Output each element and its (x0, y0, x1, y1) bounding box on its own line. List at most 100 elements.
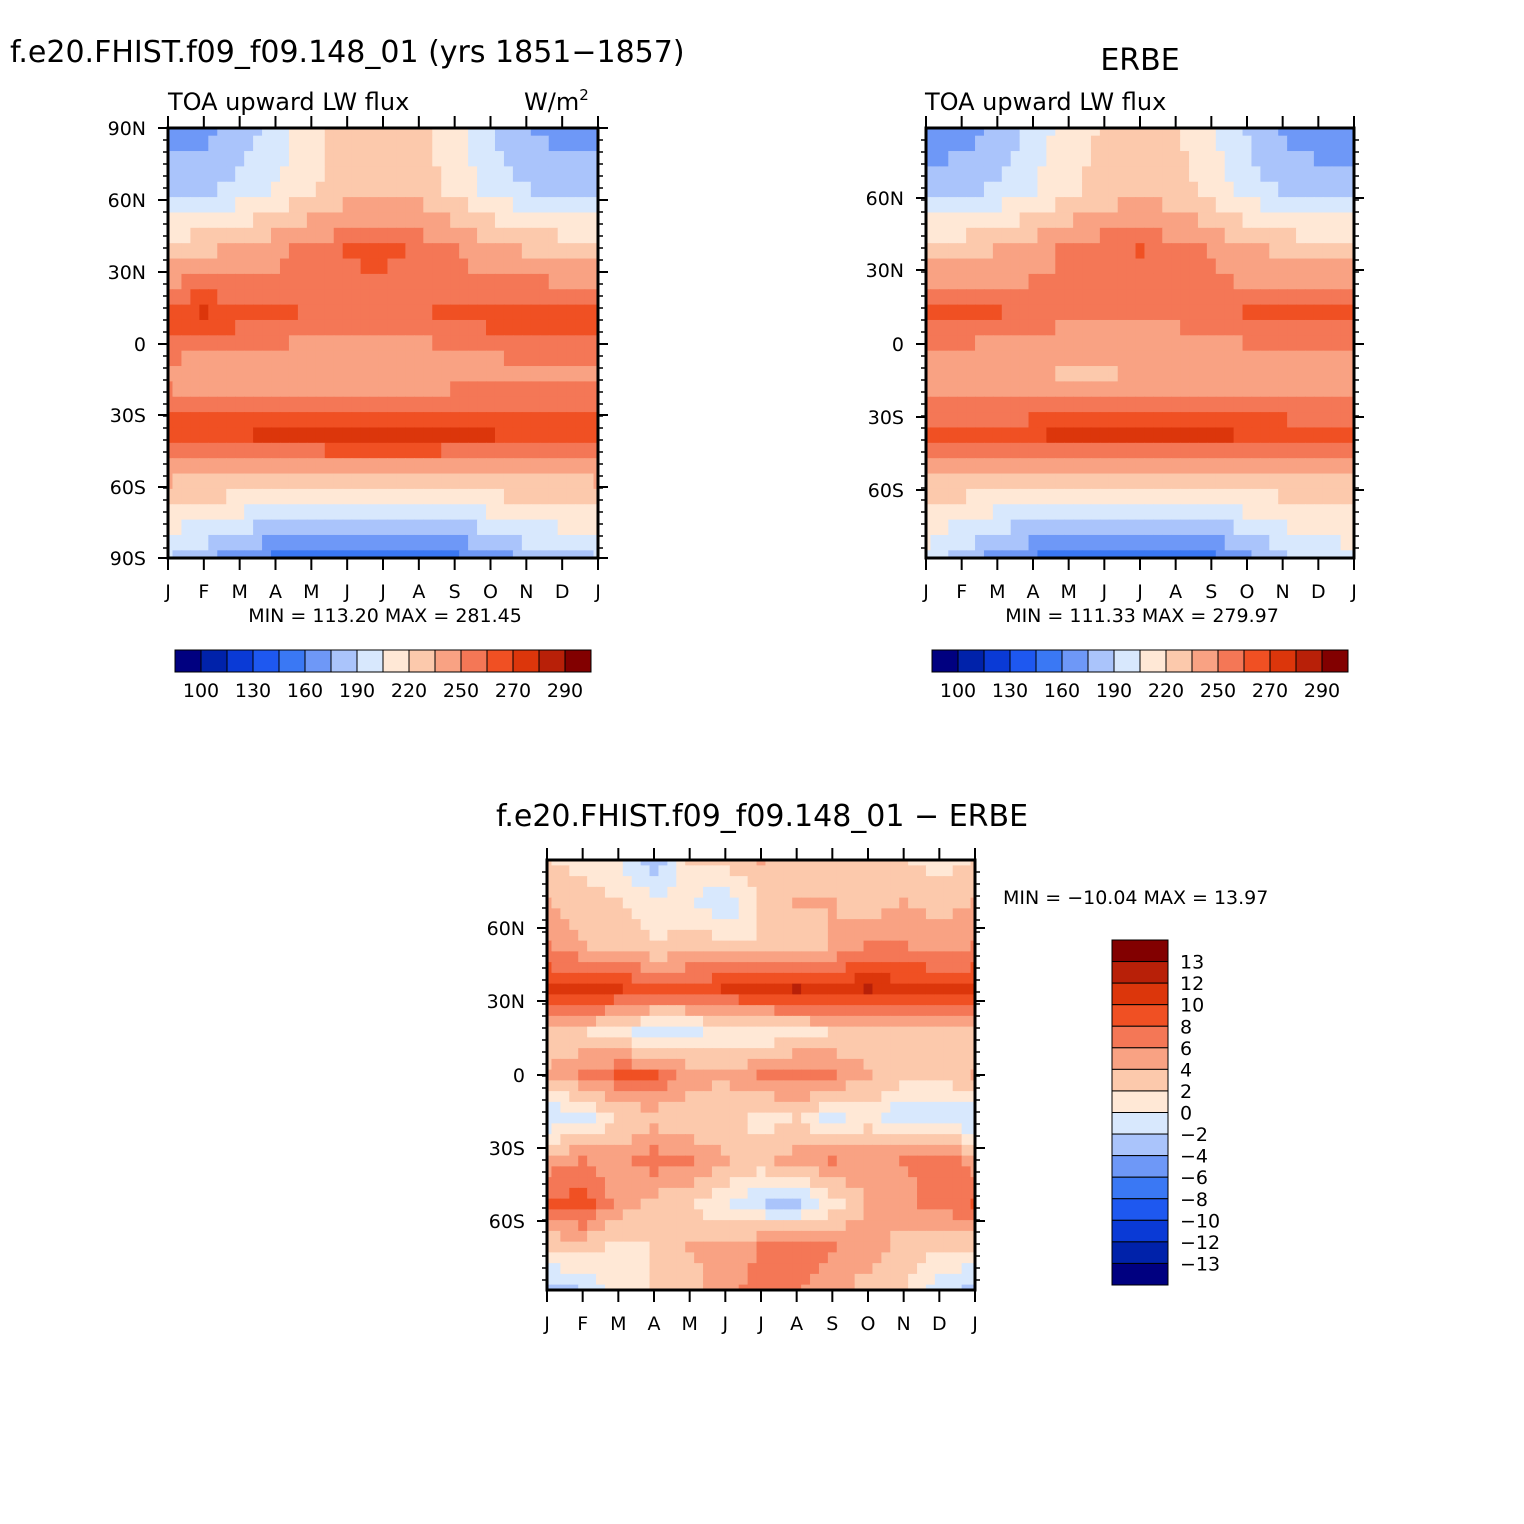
heatmap-cell (872, 908, 882, 920)
heatmap-cell (1135, 197, 1146, 214)
heatmap-cell (432, 519, 442, 536)
heatmap-cell (948, 319, 958, 336)
colorbar-box (564, 649, 592, 673)
heatmap-cell (578, 1134, 588, 1146)
heatmap-cell (557, 181, 568, 198)
heatmap-cell (818, 1080, 829, 1092)
heatmap-cell (1233, 258, 1244, 275)
heatmap-cell (1162, 319, 1172, 336)
heatmap-cell (360, 197, 371, 214)
heatmap-cell (1090, 319, 1101, 336)
heatmap-cell (836, 1037, 847, 1049)
heatmap-cell (351, 396, 362, 413)
heatmap-cell (975, 350, 985, 367)
x-tick-label: D (1311, 581, 1326, 603)
heatmap-cell (1242, 427, 1253, 444)
heatmap-cell (288, 227, 299, 244)
heatmap-cell (584, 335, 595, 352)
heatmap-cell (369, 319, 380, 336)
heatmap-cell (756, 1123, 767, 1135)
heatmap-cell (1046, 427, 1056, 444)
heatmap-cell (1117, 427, 1128, 444)
heatmap-cell (836, 1220, 847, 1232)
heatmap-cell (244, 412, 254, 429)
heatmap-cell (729, 940, 740, 952)
heatmap-cell (262, 181, 272, 198)
heatmap-cell (613, 962, 624, 974)
heatmap-cell (1135, 128, 1146, 137)
heatmap-cell (899, 940, 909, 952)
heatmap-cell (845, 886, 856, 899)
heatmap-cell (703, 1166, 713, 1178)
heatmap-cell (1162, 534, 1172, 551)
heatmap-cell (729, 860, 740, 866)
heatmap-cell (593, 304, 598, 321)
heatmap-cell (226, 151, 236, 167)
heatmap-cell (557, 550, 568, 558)
heatmap-cell (854, 1187, 865, 1200)
heatmap-cell (943, 1048, 954, 1060)
heatmap-cell (1304, 412, 1315, 429)
heatmap-cell (1331, 243, 1342, 260)
heatmap-cell (578, 1037, 588, 1049)
heatmap-cell (468, 412, 478, 429)
heatmap-cell (1001, 181, 1012, 198)
heatmap-cell (190, 181, 200, 198)
heatmap-cell (1064, 442, 1074, 459)
heatmap-cell (836, 860, 847, 866)
heatmap-cell (658, 972, 668, 985)
heatmap-cell (262, 135, 272, 152)
heatmap-cell (1180, 166, 1190, 183)
heatmap-cell (1206, 427, 1217, 444)
heatmap-cell (521, 427, 532, 444)
heatmap-cell (604, 994, 615, 1006)
heatmap-cell (168, 227, 174, 244)
heatmap-cell (596, 951, 606, 963)
heatmap-cell (569, 1123, 579, 1135)
heatmap-cell (836, 897, 847, 909)
heatmap-cell (649, 1091, 660, 1103)
heatmap-cell (351, 181, 362, 198)
heatmap-cell (925, 929, 936, 942)
heatmap-cell (468, 534, 478, 551)
heatmap-cell (1296, 289, 1306, 306)
colorbar-box (957, 649, 985, 673)
heatmap-cell (845, 1198, 856, 1210)
heatmap-cell (1313, 166, 1324, 183)
heatmap-cell (548, 335, 559, 352)
heatmap-cell (908, 951, 918, 963)
heatmap-cell (952, 962, 963, 974)
obs-title: ERBE (1100, 43, 1179, 78)
heatmap-cell (244, 473, 254, 490)
heatmap-cell (975, 181, 985, 198)
heatmap-cell (729, 865, 740, 877)
heatmap-cell (926, 197, 932, 214)
heatmap-cell (199, 396, 209, 413)
heatmap-cell (738, 1209, 749, 1221)
heatmap-cell (676, 876, 686, 888)
heatmap-cell (943, 1166, 954, 1178)
heatmap-cell (596, 983, 606, 995)
heatmap-cell (262, 151, 272, 167)
heatmap-cell (1180, 350, 1190, 367)
heatmap-cell (547, 908, 553, 920)
heatmap-cell (863, 994, 874, 1006)
heatmap-cell (613, 972, 624, 985)
heatmap-cell (414, 181, 424, 198)
heatmap-cell (569, 1048, 579, 1060)
heatmap-cell (1001, 197, 1012, 214)
heatmap-cell (512, 243, 523, 260)
heatmap-cell (584, 519, 595, 536)
heatmap-cell (1189, 458, 1199, 475)
heatmap-cell (975, 488, 985, 505)
heatmap-cell (486, 258, 496, 275)
heatmap-cell (711, 1198, 722, 1210)
heatmap-cell (783, 1198, 793, 1210)
heatmap-cell (774, 876, 784, 888)
heatmap-cell (1260, 258, 1270, 275)
heatmap-cell (494, 473, 505, 490)
heatmap-cell (459, 458, 469, 475)
heatmap-cell (939, 227, 949, 244)
heatmap-cell (1278, 181, 1288, 198)
